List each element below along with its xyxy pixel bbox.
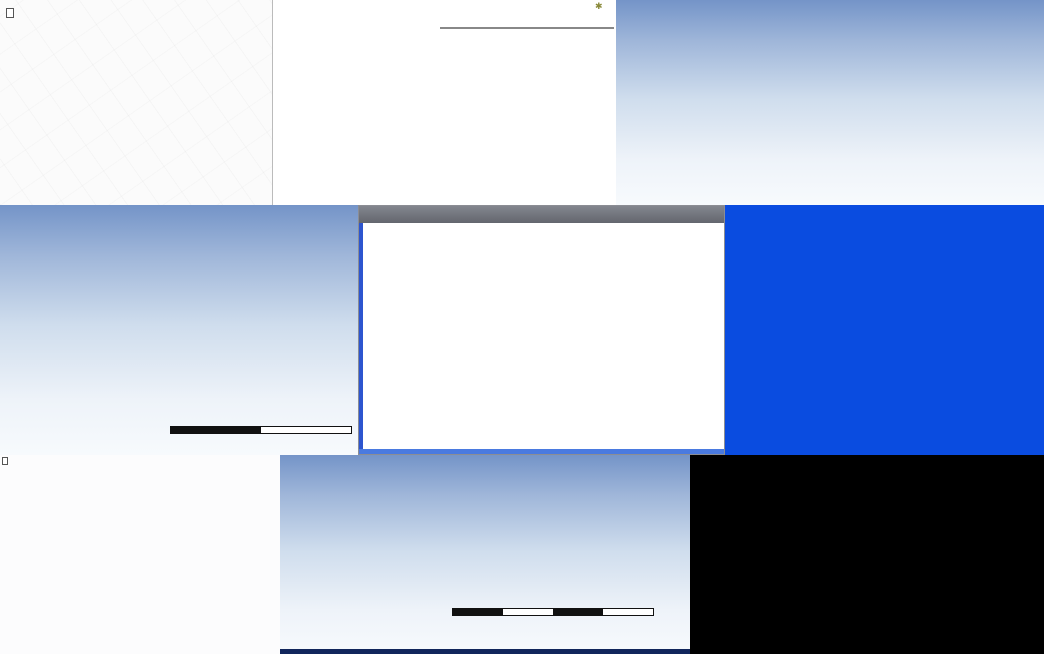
field-legend-box <box>6 8 14 18</box>
scale-ruler <box>452 599 654 625</box>
window-titlebar[interactable] <box>359 206 724 223</box>
panel-pathlines <box>690 455 1044 654</box>
scale-ruler <box>170 417 352 443</box>
panel-frequency-response <box>358 205 725 455</box>
field-legend-box <box>2 457 8 465</box>
panel-rotor-field <box>0 455 280 654</box>
curve-info-legend <box>440 27 614 29</box>
panel-velocity-contour <box>725 205 1044 455</box>
cfd-3d-viewport[interactable] <box>725 205 1044 455</box>
current-waveform-chart <box>273 0 617 205</box>
panel-current-plot: ✱ <box>272 0 618 205</box>
frequency-response-charts <box>359 206 725 455</box>
window-bottom-edge <box>280 649 690 654</box>
flywheel-3d-viewport[interactable] <box>616 0 1044 205</box>
window-bottom-edge <box>359 449 724 454</box>
panel-harmonic-10000 <box>616 0 1044 205</box>
panel-maxwell-stator <box>0 0 272 205</box>
rotor-field-viewport[interactable] <box>0 455 280 654</box>
panel-acoustic-pressure <box>280 455 690 654</box>
favorite-star-icon[interactable]: ✱ <box>595 1 603 11</box>
window-left-edge <box>359 223 363 454</box>
panel-harmonic-2000 <box>0 205 358 455</box>
streamlines-3d-viewport[interactable] <box>690 455 1044 654</box>
stator-3d-viewport[interactable] <box>0 0 272 205</box>
